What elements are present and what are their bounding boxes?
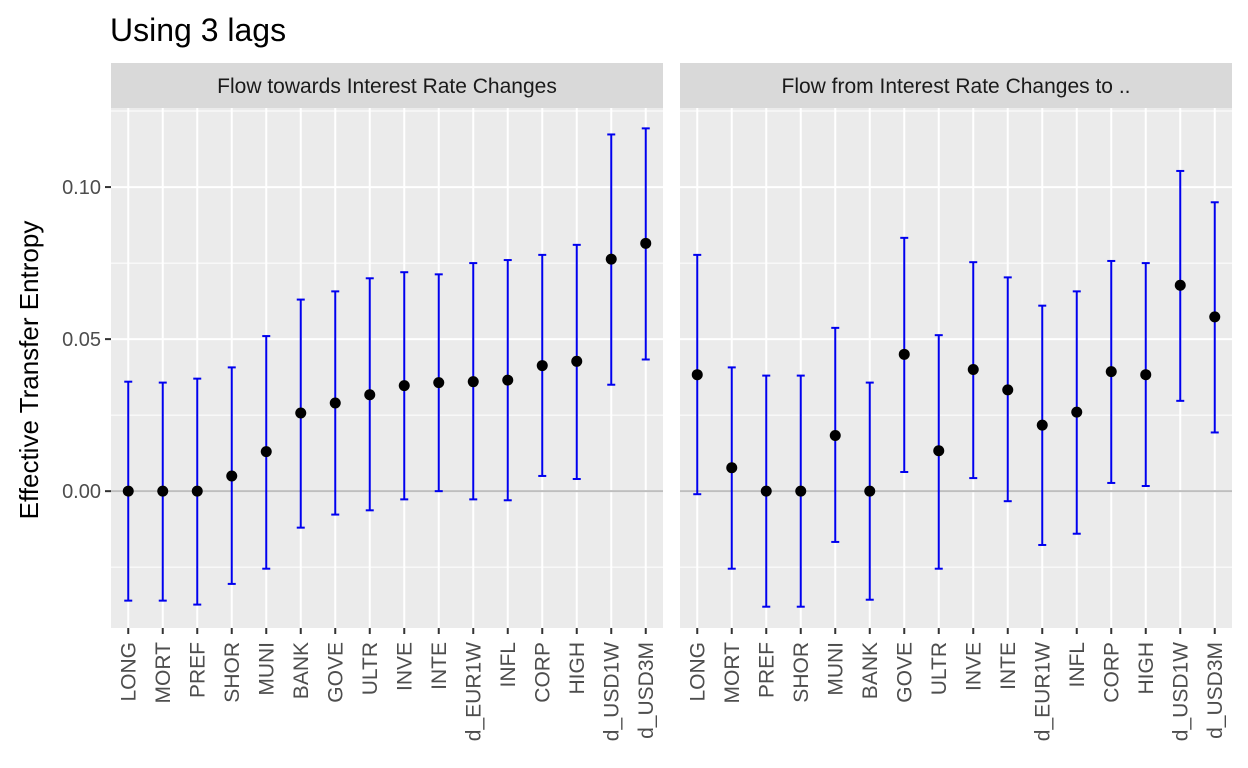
x-tick-label: CORP — [1100, 642, 1123, 703]
strip-background — [680, 63, 1232, 108]
x-tick-label: d_USD1W — [1169, 642, 1192, 741]
data-point — [829, 430, 841, 442]
data-point — [536, 360, 548, 372]
data-point — [864, 485, 876, 497]
data-point — [226, 470, 238, 482]
data-point — [467, 376, 479, 388]
strip-label: Flow from Interest Rate Changes to .. — [782, 75, 1131, 98]
x-tick-label: BANK — [859, 642, 882, 699]
data-point — [760, 485, 772, 497]
panel-background — [111, 108, 663, 628]
data-point — [398, 380, 410, 392]
y-tick-label: 0.10 — [62, 177, 101, 199]
panel-2: Flow from Interest Rate Changes to .. LON… — [680, 63, 1232, 741]
data-point — [260, 446, 272, 458]
data-point — [1209, 311, 1221, 323]
x-tick-label: ULTR — [928, 642, 951, 695]
data-point — [295, 407, 307, 419]
x-tick-label: INVE — [393, 642, 416, 691]
data-point — [502, 374, 514, 386]
panel-1: Flow towards Interest Rate Changes LONG MO… — [111, 63, 663, 741]
data-point — [1174, 279, 1186, 291]
data-point — [1002, 384, 1014, 396]
x-tick-label: BANK — [290, 642, 313, 699]
data-point — [795, 485, 807, 497]
data-point — [1105, 366, 1117, 378]
x-tick-label: PREF — [755, 642, 778, 698]
data-point — [1071, 406, 1083, 418]
x-tick-label: HIGH — [566, 642, 589, 695]
x-tick-label: GOVE — [893, 642, 916, 703]
x-tick-label: GOVE — [324, 642, 347, 703]
x-tick-label: SHOR — [221, 642, 244, 703]
x-tick-label: d_EUR1W — [462, 642, 485, 741]
data-point — [571, 355, 583, 367]
x-tick-label: LONG — [117, 642, 140, 702]
x-tick-label: MORT — [152, 642, 175, 704]
strip-background — [111, 63, 663, 108]
data-point — [122, 485, 134, 497]
data-point — [967, 364, 979, 376]
data-point — [1140, 369, 1152, 381]
data-point — [1036, 419, 1048, 431]
x-tick-label: SHOR — [790, 642, 813, 703]
strip-label: Flow towards Interest Rate Changes — [217, 75, 557, 98]
y-tick-label: 0.00 — [62, 481, 101, 503]
x-tick-label: INFL — [497, 642, 520, 688]
x-tick-label: d_USD1W — [600, 642, 623, 741]
data-point — [933, 445, 945, 457]
data-point — [898, 348, 910, 360]
x-tick-label: PREF — [186, 642, 209, 698]
data-point — [605, 253, 617, 265]
x-tick-label: INTE — [428, 642, 451, 690]
panel-background — [680, 108, 1232, 628]
data-point — [191, 485, 203, 497]
data-point — [433, 377, 445, 389]
x-tick-label: CORP — [531, 642, 554, 703]
data-point — [157, 485, 169, 497]
data-point — [691, 369, 703, 381]
x-tick-label: LONG — [686, 642, 709, 702]
x-tick-label: MUNI — [824, 642, 847, 696]
y-tick-label: 0.05 — [62, 329, 101, 351]
x-tick-label: HIGH — [1135, 642, 1158, 695]
data-point — [726, 462, 738, 474]
x-tick-label: INFL — [1066, 642, 1089, 688]
x-tick-label: MORT — [721, 642, 744, 704]
data-point — [640, 237, 652, 249]
x-tick-label: d_EUR1W — [1031, 642, 1054, 741]
y-axis-label: Effective Transfer Entropy — [14, 221, 44, 520]
x-tick-label: INTE — [997, 642, 1020, 690]
x-tick-label: d_USD3M — [1204, 642, 1227, 739]
x-tick-label: d_USD3M — [635, 642, 658, 739]
panels: Flow towards Interest Rate Changes LONG MO… — [111, 63, 1232, 741]
data-point — [364, 389, 376, 401]
x-tick-label: MUNI — [255, 642, 278, 696]
y-axis-ticks: 0.00 0.05 0.10 — [62, 177, 111, 503]
data-point — [329, 397, 341, 409]
x-tick-label: ULTR — [359, 642, 382, 695]
chart-title: Using 3 lags — [110, 12, 286, 48]
x-tick-label: INVE — [962, 642, 985, 691]
